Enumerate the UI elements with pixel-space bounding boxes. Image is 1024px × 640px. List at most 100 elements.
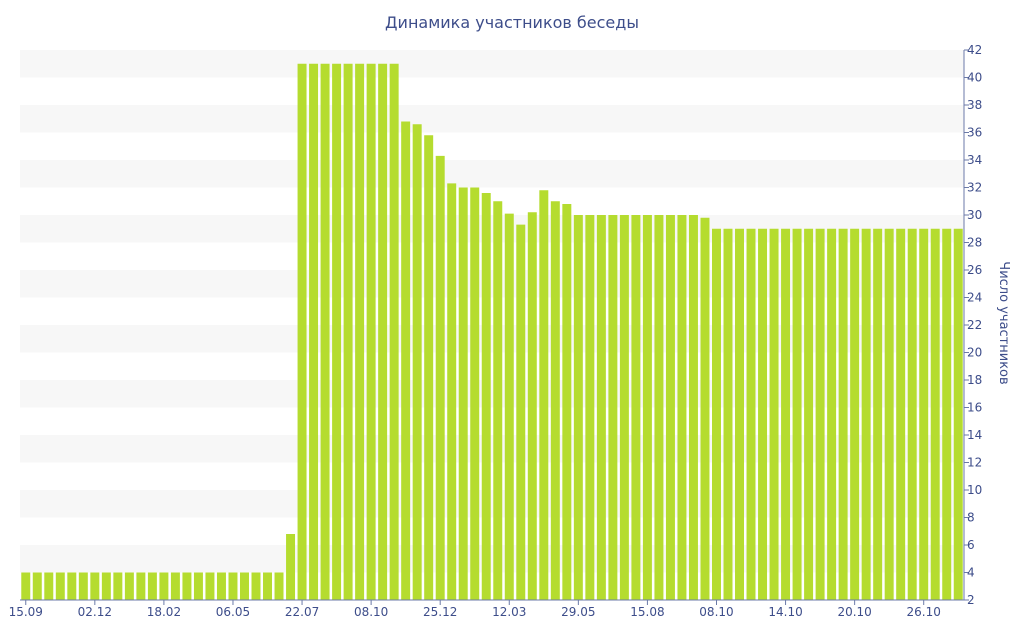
bar <box>159 572 169 600</box>
bar <box>873 228 883 600</box>
bar <box>735 228 744 600</box>
bar <box>642 215 652 600</box>
y-tick-label: 32 <box>967 181 982 195</box>
bar <box>504 213 514 601</box>
bar <box>861 228 871 600</box>
y-tick-label: 34 <box>967 153 982 167</box>
bar <box>366 63 376 600</box>
bar <box>550 201 560 600</box>
x-tick-label: 08.10 <box>354 605 388 619</box>
y-tick-label: 20 <box>967 346 982 360</box>
y-tick-label: 2 <box>967 593 975 607</box>
bar <box>516 224 526 601</box>
bar <box>113 572 123 600</box>
bar <box>101 572 111 600</box>
x-tick-label: 25.12 <box>423 605 457 619</box>
bar-series <box>21 63 963 601</box>
y-tick-label: 16 <box>967 401 982 415</box>
y-tick-label: 38 <box>967 98 982 112</box>
bar <box>769 228 779 600</box>
chart-title: Динамика участников беседы <box>385 13 639 32</box>
bar <box>470 187 480 600</box>
x-tick-label: 20.10 <box>837 605 871 619</box>
x-tick-label: 18.02 <box>147 605 181 619</box>
bar <box>619 215 629 600</box>
bar <box>562 204 572 600</box>
bar <box>838 228 848 600</box>
bar <box>884 228 894 600</box>
x-tick-label: 12.03 <box>492 605 526 619</box>
bar <box>746 228 756 600</box>
y-tick-label: 22 <box>967 318 982 332</box>
bar <box>424 135 434 600</box>
bar <box>286 534 296 600</box>
bar <box>251 572 261 600</box>
bar <box>182 572 192 600</box>
bar <box>170 572 180 600</box>
bar <box>147 572 157 600</box>
bar <box>665 215 675 600</box>
bar <box>78 572 88 600</box>
y-tick-label: 24 <box>967 291 982 305</box>
bar <box>44 572 54 600</box>
bar <box>804 228 814 600</box>
y-tick-label: 28 <box>967 236 982 250</box>
y-tick-label: 6 <box>967 538 975 552</box>
bar <box>942 228 952 600</box>
bar <box>263 572 272 600</box>
bar <box>827 228 837 600</box>
bar <box>919 228 929 600</box>
bar <box>712 228 721 600</box>
bar <box>216 572 226 600</box>
bar <box>435 155 445 600</box>
bar <box>758 228 768 600</box>
y-tick-label: 42 <box>967 43 982 57</box>
bar <box>124 572 134 600</box>
bar <box>688 215 698 600</box>
x-tick-label: 14.10 <box>768 605 802 619</box>
bar <box>205 572 215 600</box>
bar <box>573 215 583 600</box>
bar <box>401 121 411 600</box>
bar <box>309 63 319 600</box>
x-tick-label: 15.09 <box>9 605 43 619</box>
bar <box>527 212 537 600</box>
y-tick-label: 14 <box>967 428 982 442</box>
bar <box>90 572 100 600</box>
y-tick-label: 10 <box>967 483 982 497</box>
x-tick-label: 29.05 <box>561 605 595 619</box>
bar <box>700 217 710 600</box>
bar <box>596 215 606 600</box>
bar <box>21 572 31 600</box>
bar <box>481 193 491 600</box>
bar <box>32 572 42 600</box>
bar <box>412 124 422 600</box>
x-tick-label: 26.10 <box>907 605 941 619</box>
bar <box>654 215 664 600</box>
y-axis-title: Число участников <box>996 261 1011 384</box>
bar <box>608 215 618 600</box>
y-tick-label: 8 <box>967 511 975 525</box>
bar <box>896 228 906 600</box>
bar <box>355 63 365 600</box>
y-tick-label: 4 <box>967 566 975 580</box>
bar <box>320 63 330 600</box>
bar <box>953 228 963 600</box>
bar <box>378 63 388 600</box>
bar <box>792 228 802 600</box>
bar <box>781 228 791 600</box>
grid-band <box>20 50 964 78</box>
bar <box>274 572 284 600</box>
bar <box>539 190 549 600</box>
bar <box>228 572 238 600</box>
x-tick-label: 08.10 <box>699 605 733 619</box>
bar <box>723 228 733 600</box>
bar <box>240 572 249 600</box>
x-axis: 15.09 02.12 18.02 06.05 22.07 08.10 25.12 12.03… <box>9 599 964 619</box>
bar <box>297 63 307 600</box>
bar <box>585 215 595 600</box>
grid-band <box>20 160 964 188</box>
